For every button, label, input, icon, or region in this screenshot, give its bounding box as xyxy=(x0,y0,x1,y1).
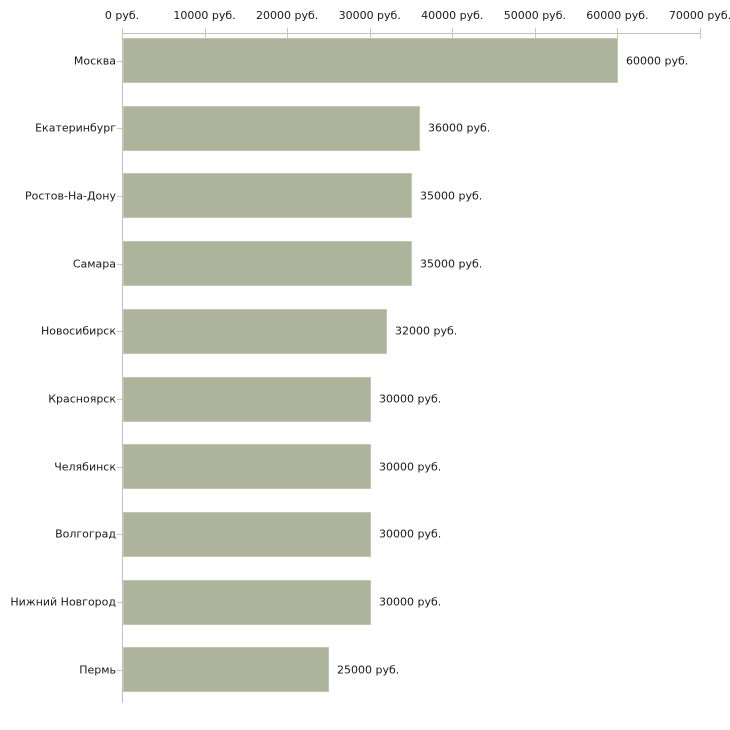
value-label: 30000 руб. xyxy=(379,527,442,541)
x-axis-tick-label: 10000 руб. xyxy=(173,9,236,22)
category-label: Челябинск xyxy=(54,460,116,474)
category-label: Нижний Новгород xyxy=(10,595,116,609)
bar-3 xyxy=(123,173,412,218)
x-axis-tick xyxy=(452,28,453,39)
bar-1 xyxy=(123,38,618,83)
y-axis-tick xyxy=(117,670,122,671)
x-axis-tick-label: 20000 руб. xyxy=(256,9,319,22)
bar-6 xyxy=(123,377,371,422)
category-label: Ростов-На-Дону xyxy=(24,189,116,203)
x-axis-line xyxy=(122,33,701,34)
y-axis-tick xyxy=(117,534,122,535)
value-label: 30000 руб. xyxy=(379,460,442,474)
x-axis-tick xyxy=(535,28,536,39)
x-axis-tick-label: 70000 руб. xyxy=(668,9,730,22)
category-label: Екатеринбург xyxy=(35,121,116,135)
bar-9 xyxy=(123,580,371,625)
value-label: 35000 руб. xyxy=(420,257,483,271)
x-axis-tick-label: 30000 руб. xyxy=(338,9,401,22)
category-label: Волгоград xyxy=(55,527,116,541)
value-label: 36000 руб. xyxy=(428,121,491,135)
x-axis-tick xyxy=(617,28,618,39)
bar-8 xyxy=(123,512,371,557)
value-label: 32000 руб. xyxy=(395,324,458,338)
value-label: 25000 руб. xyxy=(337,663,400,677)
y-axis-tick xyxy=(117,61,122,62)
x-axis-tick xyxy=(700,28,701,39)
x-axis-tick-label: 0 руб. xyxy=(104,9,140,22)
y-axis-tick xyxy=(117,399,122,400)
x-axis-tick-label: 50000 руб. xyxy=(503,9,566,22)
category-label: Новосибирск xyxy=(40,324,116,338)
category-label: Самара xyxy=(72,257,116,271)
bar-7 xyxy=(123,444,371,489)
y-axis-tick xyxy=(117,128,122,129)
value-label: 35000 руб. xyxy=(420,189,483,203)
category-label: Пермь xyxy=(79,663,116,677)
bar-10 xyxy=(123,647,329,692)
value-label: 30000 руб. xyxy=(379,595,442,609)
x-axis-tick xyxy=(287,28,288,39)
category-label: Москва xyxy=(73,54,116,68)
x-axis-tick xyxy=(205,28,206,39)
category-label: Красноярск xyxy=(48,392,116,406)
x-axis-tick-label: 40000 руб. xyxy=(421,9,484,22)
y-axis-tick xyxy=(117,331,122,332)
x-axis-tick xyxy=(370,28,371,39)
y-axis-line xyxy=(122,33,123,703)
y-axis-tick xyxy=(117,196,122,197)
value-label: 30000 руб. xyxy=(379,392,442,406)
bar-4 xyxy=(123,241,412,286)
bar-2 xyxy=(123,106,420,151)
y-axis-tick xyxy=(117,602,122,603)
bar-5 xyxy=(123,309,387,354)
x-axis-tick-label: 60000 руб. xyxy=(586,9,649,22)
x-axis-tick xyxy=(122,28,123,39)
value-label: 60000 руб. xyxy=(626,54,689,68)
y-axis-tick xyxy=(117,264,122,265)
y-axis-tick xyxy=(117,467,122,468)
